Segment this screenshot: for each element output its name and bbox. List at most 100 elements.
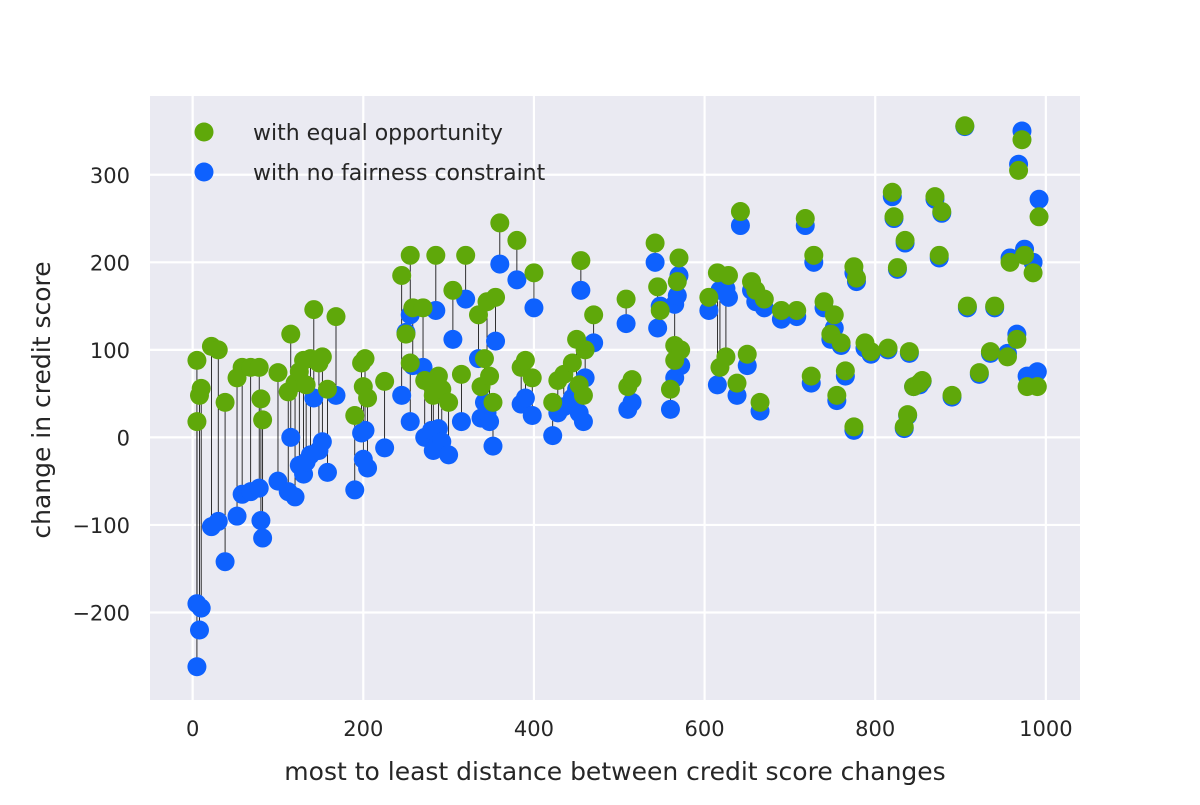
point-equal-opportunity xyxy=(483,392,503,412)
point-equal-opportunity xyxy=(795,209,815,229)
point-equal-opportunity xyxy=(824,305,844,325)
point-equal-opportunity xyxy=(187,412,207,432)
x-axis-label: most to least distance between credit sc… xyxy=(284,757,945,786)
point-equal-opportunity xyxy=(524,263,544,283)
point-no-fairness xyxy=(191,598,211,618)
point-no-fairness xyxy=(451,412,471,432)
point-no-fairness xyxy=(483,436,503,456)
point-equal-opportunity xyxy=(1000,252,1020,272)
point-equal-opportunity xyxy=(400,245,420,265)
point-equal-opportunity xyxy=(1007,329,1027,349)
point-equal-opportunity xyxy=(375,371,395,391)
point-equal-opportunity xyxy=(253,410,273,430)
point-no-fairness xyxy=(622,392,642,412)
y-tick-label: 100 xyxy=(90,339,130,363)
point-no-fairness xyxy=(355,420,375,440)
point-equal-opportunity xyxy=(912,370,932,390)
point-equal-opportunity xyxy=(980,342,1000,362)
point-no-fairness xyxy=(699,300,719,320)
tick-labels: 0 200 400 600 800 1000 −200 −100 0 100 200 300 xyxy=(72,164,1072,741)
x-tick-label: 0 xyxy=(186,717,199,741)
point-equal-opportunity xyxy=(669,248,689,268)
x-tick-label: 600 xyxy=(685,717,725,741)
y-tick-label: 0 xyxy=(117,426,130,450)
point-no-fairness xyxy=(648,318,668,338)
point-equal-opportunity xyxy=(575,340,595,360)
point-equal-opportunity xyxy=(801,366,821,386)
point-equal-opportunity xyxy=(358,388,378,408)
point-no-fairness xyxy=(251,511,271,531)
y-axis-label: change in credit score xyxy=(27,261,56,538)
point-equal-opportunity xyxy=(730,202,750,222)
point-equal-opportunity xyxy=(187,350,207,370)
point-equal-opportunity xyxy=(191,378,211,398)
point-equal-opportunity xyxy=(861,342,881,362)
point-equal-opportunity xyxy=(648,277,668,297)
point-equal-opportunity xyxy=(771,300,791,320)
point-no-fairness xyxy=(439,445,459,465)
point-equal-opportunity xyxy=(1029,207,1049,227)
legend-label-no-fairness: with no fairness constraint xyxy=(253,161,546,186)
point-equal-opportunity xyxy=(671,340,691,360)
point-equal-opportunity xyxy=(1027,377,1047,397)
point-equal-opportunity xyxy=(699,287,719,307)
point-equal-opportunity xyxy=(326,307,346,327)
point-no-fairness xyxy=(486,331,506,351)
point-equal-opportunity xyxy=(507,230,527,250)
point-no-fairness xyxy=(707,375,727,395)
legend-marker-no-fairness xyxy=(194,162,214,182)
point-equal-opportunity xyxy=(898,405,918,425)
point-equal-opportunity xyxy=(400,353,420,373)
point-no-fairness xyxy=(215,552,235,572)
point-equal-opportunity xyxy=(616,289,636,309)
point-no-fairness xyxy=(400,412,420,432)
point-equal-opportunity xyxy=(925,187,945,207)
point-equal-opportunity xyxy=(515,350,535,370)
point-no-fairness xyxy=(480,412,500,432)
point-equal-opportunity xyxy=(831,333,851,353)
point-no-fairness xyxy=(667,286,687,306)
point-no-fairness xyxy=(522,406,542,426)
point-equal-opportunity xyxy=(846,268,866,288)
point-no-fairness xyxy=(187,657,207,677)
point-no-fairness xyxy=(616,314,636,334)
point-equal-opportunity xyxy=(304,300,324,320)
point-equal-opportunity xyxy=(208,340,228,360)
point-no-fairness xyxy=(573,412,593,432)
point-equal-opportunity xyxy=(573,385,593,405)
point-equal-opportunity xyxy=(396,324,416,344)
point-equal-opportunity xyxy=(754,289,774,309)
legend-marker-equal-opportunity xyxy=(194,122,214,142)
point-equal-opportunity xyxy=(355,349,375,369)
point-equal-opportunity xyxy=(929,245,949,265)
point-equal-opportunity xyxy=(814,292,834,312)
point-equal-opportunity xyxy=(543,392,563,412)
point-equal-opportunity xyxy=(645,233,665,253)
point-equal-opportunity xyxy=(281,324,301,344)
point-no-fairness xyxy=(253,528,273,548)
point-equal-opportunity xyxy=(844,417,864,437)
point-no-fairness xyxy=(524,298,544,318)
point-equal-opportunity xyxy=(884,207,904,227)
y-tick-label: −200 xyxy=(72,601,130,625)
point-no-fairness xyxy=(1029,189,1049,209)
point-equal-opportunity xyxy=(251,389,271,409)
legend: with equal opportunity with no fairness … xyxy=(194,121,546,186)
point-equal-opportunity xyxy=(737,344,757,364)
point-equal-opportunity xyxy=(878,338,898,358)
legend-label-equal-opportunity: with equal opportunity xyxy=(253,121,503,146)
point-equal-opportunity xyxy=(1009,160,1029,180)
data-points xyxy=(187,116,1049,677)
point-equal-opportunity xyxy=(562,353,582,373)
point-equal-opportunity xyxy=(827,385,847,405)
point-equal-opportunity xyxy=(895,230,915,250)
point-equal-opportunity xyxy=(426,245,446,265)
point-equal-opportunity xyxy=(650,300,670,320)
point-equal-opportunity xyxy=(1023,263,1043,283)
point-no-fairness xyxy=(312,432,332,452)
point-equal-opportunity xyxy=(899,342,919,362)
point-no-fairness xyxy=(208,511,228,531)
point-equal-opportunity xyxy=(942,385,962,405)
point-equal-opportunity xyxy=(451,364,471,384)
